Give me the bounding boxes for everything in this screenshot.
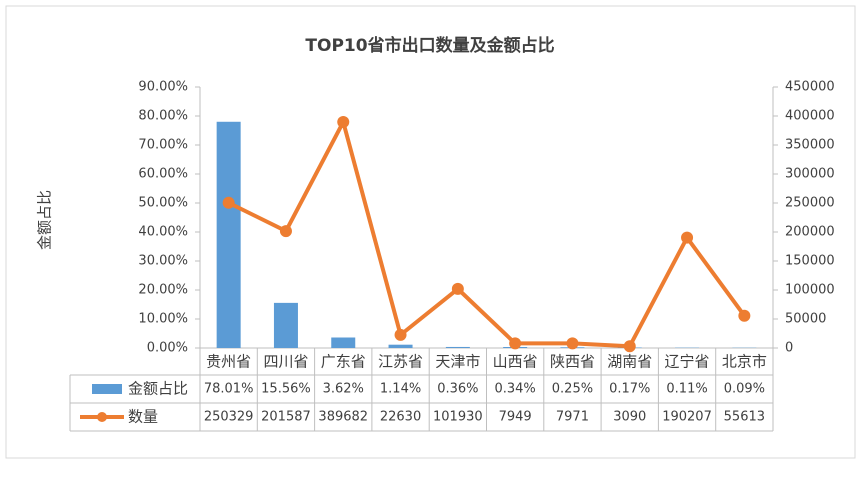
bar <box>445 346 470 348</box>
line <box>227 119 746 349</box>
table-value: 3.62% <box>323 382 364 397</box>
table-value: 7971 <box>556 410 589 425</box>
x-tick-label: 四川省 <box>263 353 308 371</box>
marker <box>337 115 350 128</box>
table-value: 201587 <box>261 410 311 425</box>
y2-tick-label: 350000 <box>785 138 835 153</box>
table-value: 0.34% <box>494 382 535 397</box>
table-value: 0.09% <box>724 382 765 397</box>
marker <box>566 337 579 350</box>
table-value: 0.25% <box>552 382 593 397</box>
table-value: 250329 <box>204 410 254 425</box>
table-value: 389682 <box>318 410 368 425</box>
marker <box>738 309 751 322</box>
chart-title: TOP10省市出口数量及金额占比 <box>305 35 554 56</box>
y-tick-label: 70.00% <box>138 138 188 153</box>
legend-label: 数量 <box>128 408 158 426</box>
x-tick-label: 湖南省 <box>607 353 652 371</box>
table-value: 1.14% <box>380 382 421 397</box>
y-tick-label: 40.00% <box>138 225 188 240</box>
table-value: 0.11% <box>666 382 707 397</box>
x-tick-label: 辽宁省 <box>665 353 710 371</box>
y2-tick-label: 200000 <box>785 225 835 240</box>
marker <box>279 225 292 238</box>
table-value: 22630 <box>380 410 421 425</box>
marker <box>451 282 464 295</box>
x-tick-label: 北京市 <box>722 353 767 371</box>
marker <box>222 196 235 209</box>
y2-tick-label: 300000 <box>785 167 835 182</box>
table-value: 7949 <box>499 410 532 425</box>
x-tick-label: 江苏省 <box>378 353 423 371</box>
x-tick-label: 天津市 <box>435 353 480 371</box>
table-value: 15.56% <box>261 382 311 397</box>
y-tick-label: 90.00% <box>138 80 188 95</box>
x-tick-label: 广东省 <box>321 353 366 371</box>
y-tick-label: 20.00% <box>138 283 188 298</box>
y-tick-label: 60.00% <box>138 167 188 182</box>
marker <box>394 328 407 341</box>
bar <box>388 344 413 348</box>
table-value: 78.01% <box>204 382 254 397</box>
table-value: 190207 <box>662 410 712 425</box>
table-value: 0.36% <box>437 382 478 397</box>
bar <box>216 121 241 348</box>
table-value: 0.17% <box>609 382 650 397</box>
y-axis-title: 金额占比 <box>36 190 54 250</box>
legend-key <box>92 384 122 394</box>
marker <box>623 340 636 353</box>
table-value: 3090 <box>613 410 646 425</box>
y2-tick-label: 150000 <box>785 254 835 269</box>
y-tick-label: 80.00% <box>138 109 188 124</box>
legend-key <box>97 412 107 422</box>
y-tick-label: 50.00% <box>138 196 188 211</box>
y2-tick-label: 50000 <box>785 312 826 327</box>
y2-tick-label: 450000 <box>785 80 835 95</box>
table-value: 101930 <box>433 410 483 425</box>
bar <box>273 302 298 348</box>
marker <box>681 231 694 244</box>
y2-tick-label: 400000 <box>785 109 835 124</box>
x-tick-label: 山西省 <box>493 353 538 371</box>
y-tick-label: 0.00% <box>147 341 188 356</box>
y2-tick-label: 250000 <box>785 196 835 211</box>
x-tick-label: 陕西省 <box>550 353 595 371</box>
y2-tick-label: 0 <box>785 341 793 356</box>
y-tick-label: 10.00% <box>138 312 188 327</box>
bar <box>331 337 356 348</box>
table-value: 55613 <box>724 410 765 425</box>
y-tick-label: 30.00% <box>138 254 188 269</box>
marker <box>509 337 522 350</box>
legend-label: 金额占比 <box>128 380 188 398</box>
chart-border <box>5 5 856 459</box>
y2-tick-label: 100000 <box>785 283 835 298</box>
x-tick-label: 贵州省 <box>206 353 251 371</box>
